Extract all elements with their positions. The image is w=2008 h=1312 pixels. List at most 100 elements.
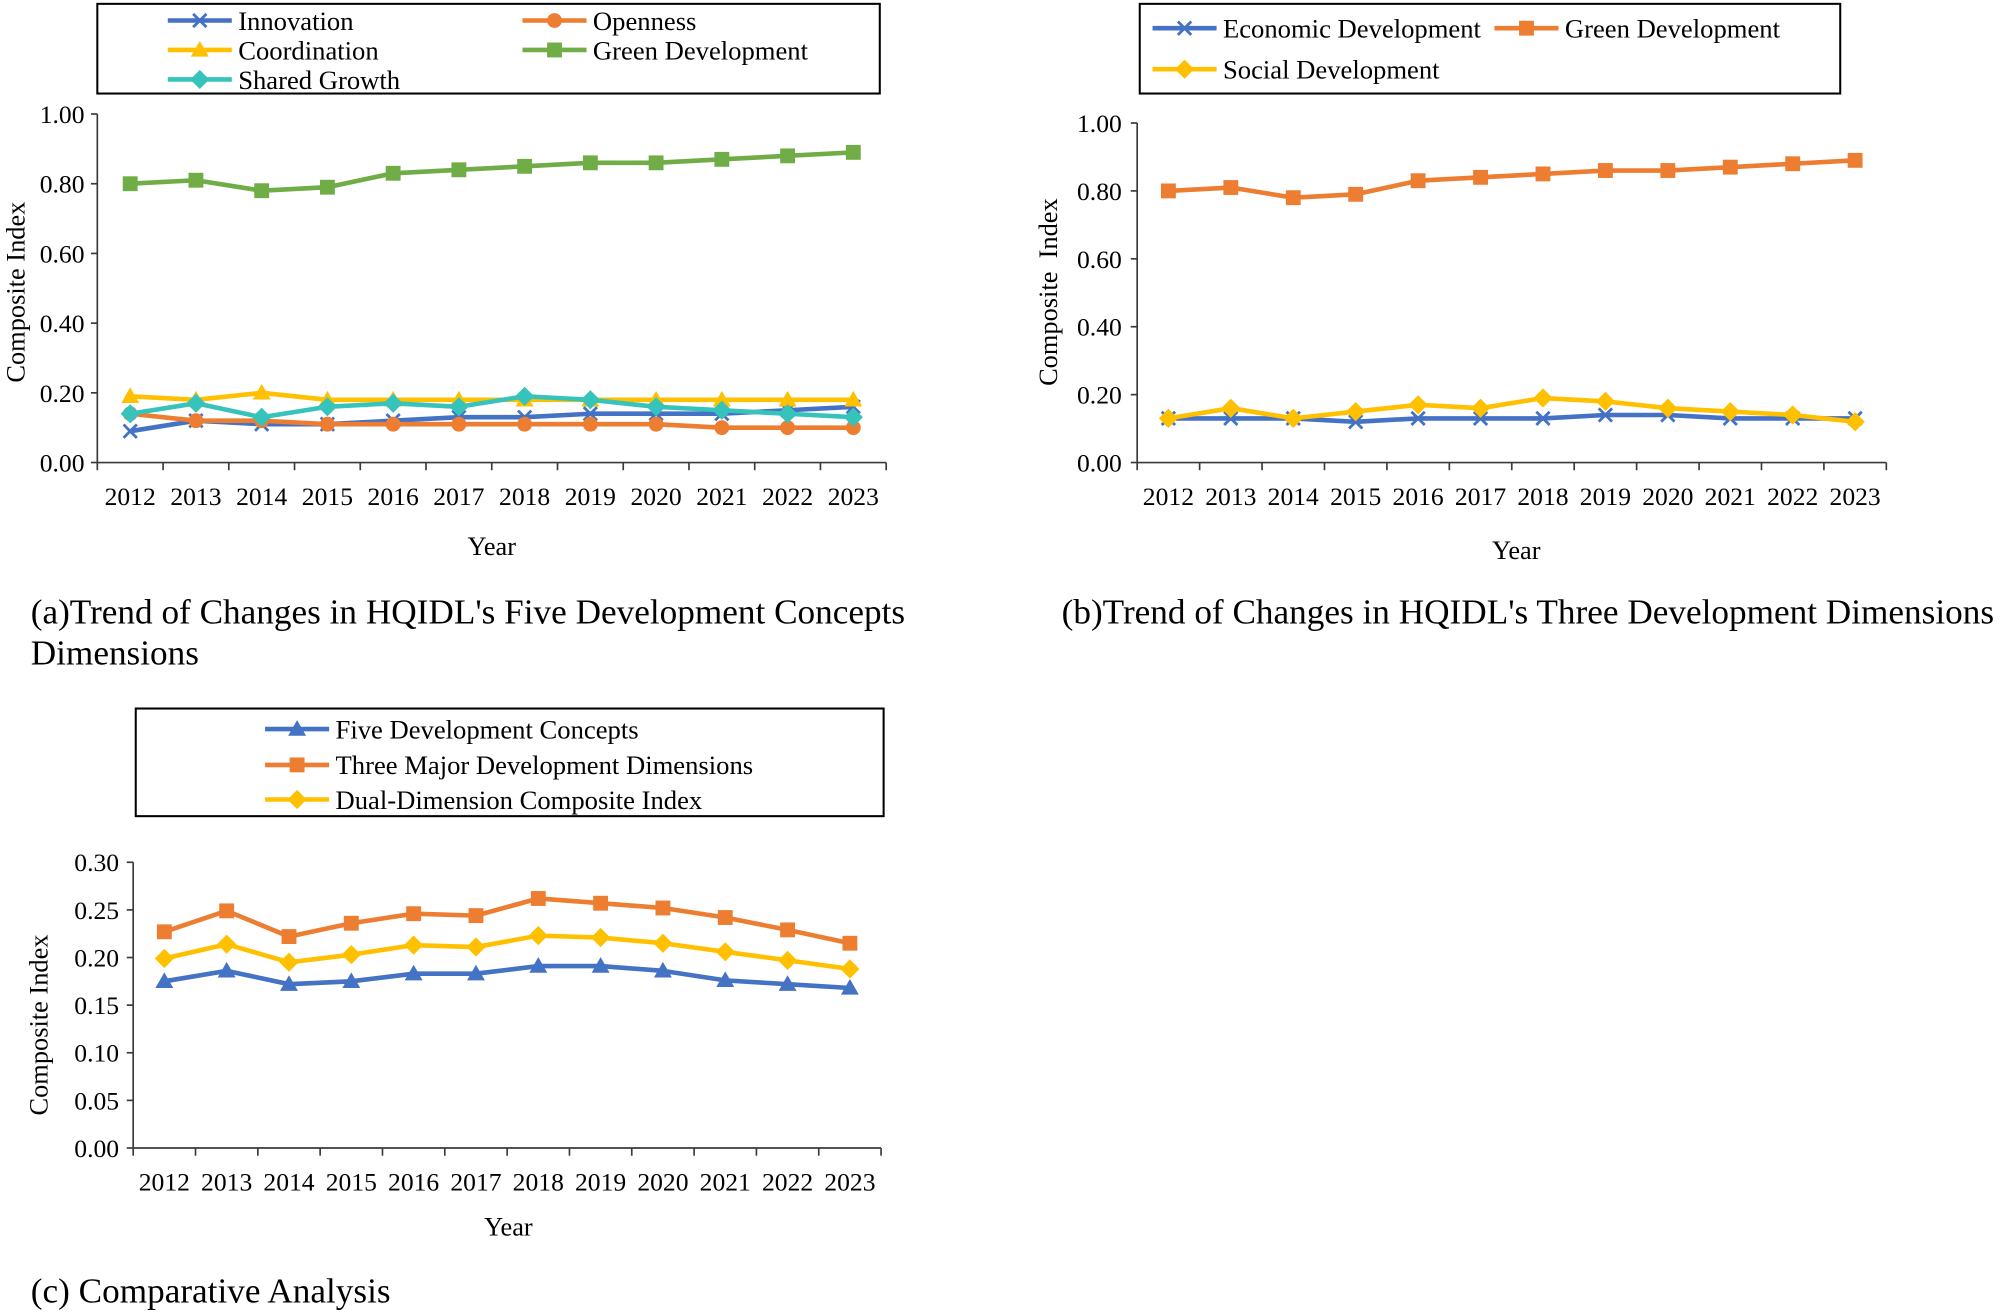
legend-item-dual-dimension-composite-index: Dual-Dimension Composite Index xyxy=(265,785,702,815)
legend-label: Openness xyxy=(593,6,697,36)
shared-growth-series xyxy=(120,386,863,427)
five-development-concepts-point-2017 xyxy=(466,964,485,981)
coordination-point-2014 xyxy=(252,383,271,400)
five-development-concepts-point-2023 xyxy=(840,979,859,995)
y-tick-label: 0.60 xyxy=(40,239,85,268)
five-development-concepts-point-2021 xyxy=(716,971,735,988)
shared-growth-point-2013 xyxy=(186,393,206,413)
dual-dimension-composite-index-point-2014 xyxy=(279,952,299,972)
x-tick-label: 2016 xyxy=(1393,482,1444,511)
coordination-point-2023 xyxy=(844,390,863,407)
dual-dimension-composite-index-point-2013 xyxy=(217,934,237,954)
shared-growth-point-2019 xyxy=(580,390,600,410)
chart-c: Five Development Concepts Three Major Dev… xyxy=(24,707,885,1311)
legend-label: Five Development Concepts xyxy=(336,714,639,744)
dual-dimension-composite-index-point-2018 xyxy=(528,926,548,946)
openness-point-2020 xyxy=(648,416,664,432)
x-tick-label: 2019 xyxy=(565,482,616,511)
plot-series xyxy=(1158,152,1865,432)
social-development-point-2022 xyxy=(1783,405,1803,425)
social-development-point-2015 xyxy=(1346,401,1366,422)
legend-item-social-development: Social Development xyxy=(1152,55,1440,85)
caption-line-1: (c) Comparative Analysis xyxy=(31,1272,391,1311)
legend-x-marker-icon xyxy=(1176,20,1193,36)
three-major-development-dimensions-point-2018 xyxy=(530,891,546,906)
dual-dimension-composite-index-point-2021 xyxy=(715,942,735,962)
legend-box xyxy=(1138,2,1842,95)
shared-growth-point-2012 xyxy=(120,404,140,424)
green-development-point-2023 xyxy=(845,144,861,160)
green-development-point-2017 xyxy=(451,162,467,178)
legend-item-coordination: Coordination xyxy=(167,35,379,65)
economic-development-point-2019 xyxy=(1597,407,1614,423)
y-tick-label: 0.20 xyxy=(40,379,85,408)
three-major-development-dimensions-point-2016 xyxy=(406,906,422,922)
legend-triangle-marker-icon xyxy=(288,720,307,736)
three-major-development-dimensions-point-2012 xyxy=(156,924,172,940)
green-development-point-2012 xyxy=(122,176,138,192)
legend-item-three-major-development-dimensions: Three Major Development Dimensions xyxy=(265,750,753,780)
three-major-development-dimensions-point-2013 xyxy=(219,903,235,919)
openness-point-2017 xyxy=(451,416,467,432)
legend-x-marker-icon xyxy=(192,12,208,29)
legend-label: Innovation xyxy=(238,6,353,36)
shared-growth-point-2021 xyxy=(712,400,732,420)
five-development-concepts-point-2022 xyxy=(778,975,797,991)
social-development-line xyxy=(1166,395,1858,425)
axis-ticks: 0.00 0.20 0.40 0.60 0.80 1.00 2012 2013 2014 2015… xyxy=(40,100,888,511)
social-development-series xyxy=(1158,388,1865,432)
green-development-point-2013 xyxy=(188,172,204,188)
y-axis-title: Composite Index xyxy=(1,202,31,383)
y-tick-label: 0.20 xyxy=(74,943,119,972)
green-development-point-2022 xyxy=(1785,156,1801,172)
dual-dimension-composite-index-series xyxy=(154,926,860,979)
five-development-concepts-point-2015 xyxy=(342,972,361,988)
three-major-development-dimensions-point-2015 xyxy=(343,915,359,931)
legend-label: Dual-Dimension Composite Index xyxy=(336,785,703,815)
y-tick-label: 0.10 xyxy=(74,1039,119,1068)
x-tick-label: 2019 xyxy=(1580,482,1631,511)
legend: Economic Development Green Development Soc… xyxy=(1152,14,1781,85)
y-tick-label: 0.00 xyxy=(74,1134,119,1163)
y-axis-title: Composite Index xyxy=(24,935,54,1116)
y-axis-title: Composite Index xyxy=(1033,198,1063,386)
shared-growth-point-2020 xyxy=(646,397,666,417)
green-development-point-2017 xyxy=(1473,169,1488,185)
dual-dimension-composite-index-point-2020 xyxy=(653,933,673,953)
five-development-concepts-point-2012 xyxy=(155,972,174,988)
coordination-point-2021 xyxy=(712,390,731,407)
shared-growth-point-2016 xyxy=(383,393,403,413)
openness-point-2019 xyxy=(582,416,598,432)
openness-point-2016 xyxy=(385,416,401,432)
green-development-series xyxy=(122,144,861,199)
x-tick-label: 2023 xyxy=(828,482,879,511)
dual-dimension-composite-index-point-2017 xyxy=(466,937,486,957)
green-development-point-2013 xyxy=(1223,180,1239,195)
caption-line-2: Dimensions xyxy=(31,633,199,672)
coordination-line xyxy=(127,390,856,403)
openness-point-2013 xyxy=(188,413,204,429)
legend-label: Shared Growth xyxy=(238,65,400,95)
x-axis-title: Year xyxy=(1492,535,1541,565)
five-development-concepts-point-2019 xyxy=(591,957,610,973)
x-tick-label: 2023 xyxy=(1830,482,1881,511)
green-development-point-2021 xyxy=(1722,159,1738,175)
green-development-series xyxy=(1160,152,1863,206)
legend-label: Economic Development xyxy=(1223,14,1482,44)
y-tick-label: 0.00 xyxy=(40,448,85,477)
x-tick-label: 2023 xyxy=(824,1167,875,1196)
three-major-development-dimensions-point-2014 xyxy=(281,929,297,944)
five-development-concepts-point-2013 xyxy=(217,961,236,978)
social-development-point-2013 xyxy=(1221,398,1241,418)
y-tick-label: 0.30 xyxy=(74,848,119,877)
legend-label: Coordination xyxy=(238,35,378,65)
legend-item-green-development: Green Development xyxy=(522,35,809,65)
x-axis-title: Year xyxy=(467,531,516,561)
green-development-point-2014 xyxy=(1285,190,1301,206)
social-development-point-2016 xyxy=(1408,395,1428,415)
dual-dimension-composite-index-point-2023 xyxy=(840,959,860,979)
dual-dimension-composite-index-line xyxy=(162,933,853,972)
social-development-point-2017 xyxy=(1470,398,1491,418)
shared-growth-point-2014 xyxy=(252,407,272,427)
three-major-development-dimensions-point-2020 xyxy=(655,900,671,916)
